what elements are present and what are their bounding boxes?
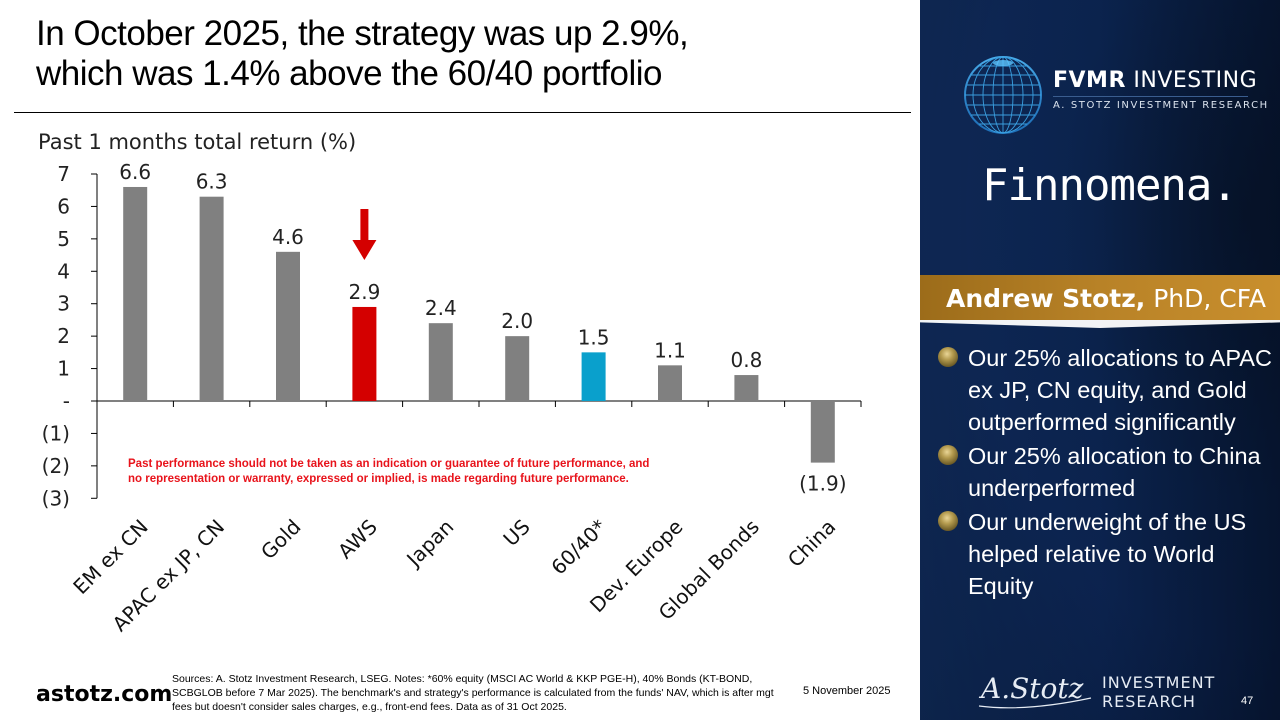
arrow-shape	[352, 209, 377, 260]
disclaimer-line-1: Past performance should not be taken as …	[128, 458, 649, 470]
bar-value-label: 2.0	[501, 309, 533, 333]
bar	[658, 365, 682, 401]
x-tick-label: China	[783, 515, 840, 572]
x-tick-label: Japan	[401, 515, 459, 573]
globe-bullet-icon	[938, 445, 958, 465]
fvmr-brand-name: FVMR INVESTING	[1053, 68, 1258, 93]
page-number: 47	[1241, 695, 1254, 707]
slide-date: 5 November 2025	[803, 685, 891, 697]
bar	[505, 336, 530, 401]
title-divider	[14, 112, 911, 113]
y-tick-label: 1	[57, 357, 70, 381]
bar	[199, 196, 224, 401]
y-tick-label: 5	[57, 227, 70, 251]
bars	[123, 186, 835, 463]
slide-content: In October 2025, the strategy was up 2.9…	[0, 14, 911, 713]
x-axis	[96, 400, 862, 407]
y-tick-label: (3)	[42, 486, 70, 510]
astotz-signature-logo: A.Stotz	[978, 672, 1092, 709]
banner-underline	[920, 320, 1280, 328]
source-notes: Sources: A. Stotz Investment Research, L…	[172, 673, 774, 713]
x-tick-label: US	[498, 515, 534, 551]
bar	[276, 251, 300, 401]
bar	[734, 375, 759, 401]
chart-svg: Past 1 months total return (%) 7 6 5 4 3 2 1 - (…	[38, 130, 862, 637]
bar	[428, 323, 453, 401]
y-tick-label: (1)	[42, 421, 70, 445]
y-tick-label: 4	[57, 259, 70, 283]
bar-value-label: 6.6	[119, 160, 151, 184]
key-point: Our 25% allocation to China underperform…	[938, 440, 1278, 504]
globe-bullet-icon	[938, 347, 958, 367]
y-tick-label: 7	[57, 162, 70, 186]
website-link[interactable]: astotz.com	[36, 682, 173, 707]
presenter-banner	[920, 275, 1280, 320]
bar-value-label: 1.5	[578, 325, 610, 349]
svg-text:A.Stotz: A.Stotz	[978, 672, 1084, 705]
y-tick-label: 6	[57, 194, 70, 218]
title-line-1: In October 2025, the strategy was up 2.9…	[36, 14, 689, 53]
bar-value-label: 0.8	[730, 348, 762, 372]
bar-value-label: 2.4	[425, 296, 457, 320]
y-tick-label: -	[63, 389, 70, 413]
y-tick-label: 2	[57, 324, 70, 348]
bar-value-label: 6.3	[196, 170, 228, 194]
finnomena-logo: Finnomena.	[982, 160, 1238, 211]
brand-divider	[1053, 96, 1248, 97]
chart-title: Past 1 months total return (%)	[38, 130, 356, 154]
x-tick-label: 60/40*	[546, 515, 611, 580]
bar-value-label: (1.9)	[799, 472, 846, 496]
slide-title: In October 2025, the strategy was up 2.9…	[36, 14, 906, 94]
y-tick-label: (2)	[42, 454, 70, 478]
bar	[123, 186, 148, 401]
bar-value-label: 4.6	[272, 225, 304, 249]
bar-value-label: 2.9	[348, 280, 380, 304]
x-tick-label: Gold	[256, 515, 305, 564]
bar	[581, 352, 606, 401]
globe-icon	[964, 56, 1042, 134]
key-point: Our 25% allocations to APAC ex JP, CN eq…	[938, 342, 1278, 438]
fvmr-brand-subtitle: A. STOTZ INVESTMENT RESEARCH	[1053, 100, 1269, 111]
bar-value-labels: 6.6 6.3 4.6 2.9 2.4 2.0 1.5 1.1 0.8 (1.9)	[119, 160, 846, 496]
y-axis: 7 6 5 4 3 2 1 - (1) (2) (3)	[42, 162, 98, 510]
sidebar-panel: FVMR INVESTING A. STOTZ INVESTMENT RESEA…	[920, 0, 1280, 720]
key-points-list: Our 25% allocations to APAC ex JP, CN eq…	[938, 342, 1278, 604]
bar-value-label: 1.1	[654, 338, 686, 362]
key-point: Our underweight of the US helped relativ…	[938, 506, 1278, 602]
globe-bullet-icon	[938, 511, 958, 531]
disclaimer-line-2: no representation or warranty, expressed…	[128, 473, 629, 485]
title-line-2: which was 1.4% above the 60/40 portfolio	[36, 54, 662, 93]
investment-research-wordmark: INVESTMENT RESEARCH	[1102, 673, 1216, 711]
x-tick-label: AWS	[333, 515, 382, 564]
bar	[352, 306, 377, 401]
down-arrow-icon	[352, 209, 377, 260]
bar-chart: Past 1 months total return (%) 7 6 5 4 3 2 1 - (…	[0, 120, 910, 660]
y-tick-label: 3	[57, 292, 70, 316]
bar	[810, 401, 835, 463]
presenter-name: Andrew Stotz, PhD, CFA	[946, 284, 1266, 313]
